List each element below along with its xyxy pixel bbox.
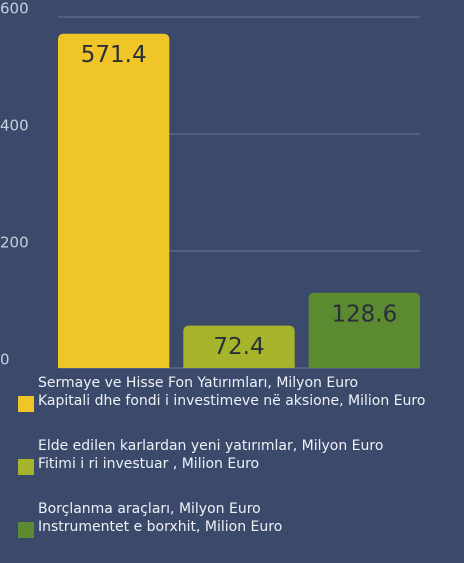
legend-label: Sermaye ve Hisse Fon Yatırımları, Milyon… [38,375,426,409]
bar [58,33,170,369]
legend-swatch [18,522,34,538]
legend-item: Borçlanma araçları, Milyon Euro Instrume… [18,500,464,563]
bar [308,292,420,368]
y-tick-label: 600 [0,0,29,18]
value-label: 128.6 [331,301,397,327]
legend-item: Sermaye ve Hisse Fon Yatırımları, Milyon… [18,374,464,437]
legend-label: Borçlanma araçları, Milyon Euro Instrume… [38,501,283,535]
y-tick-label: 0 [0,351,10,369]
bar [183,325,295,368]
legend-swatch [18,396,34,412]
chart: 0 200 400 600 571.4 72.4 128.6 [0,0,420,369]
legend: Sermaye ve Hisse Fon Yatırımları, Milyon… [18,374,464,563]
value-label: 72.4 [213,334,264,360]
legend-label: Elde edilen karlardan yeni yatırımlar, M… [38,438,384,472]
value-label: 571.4 [81,42,147,68]
y-tick-label: 400 [0,117,29,135]
legend-item: Elde edilen karlardan yeni yatırımlar, M… [18,437,464,500]
y-tick-label: 200 [0,234,29,252]
legend-swatch [18,459,34,475]
